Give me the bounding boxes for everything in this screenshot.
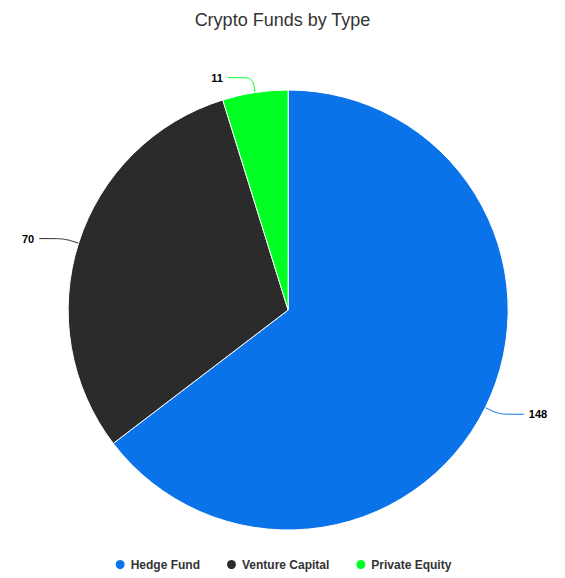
svg-text:Crypto Funds by Type: Crypto Funds by Type (195, 10, 371, 30)
svg-text:70: 70 (22, 233, 34, 245)
svg-text:Private Equity: Private Equity (371, 558, 451, 572)
svg-text:11: 11 (211, 72, 223, 84)
svg-text:148: 148 (529, 408, 547, 420)
svg-text:Hedge Fund: Hedge Fund (131, 558, 200, 572)
svg-text:Venture Capital: Venture Capital (242, 558, 329, 572)
